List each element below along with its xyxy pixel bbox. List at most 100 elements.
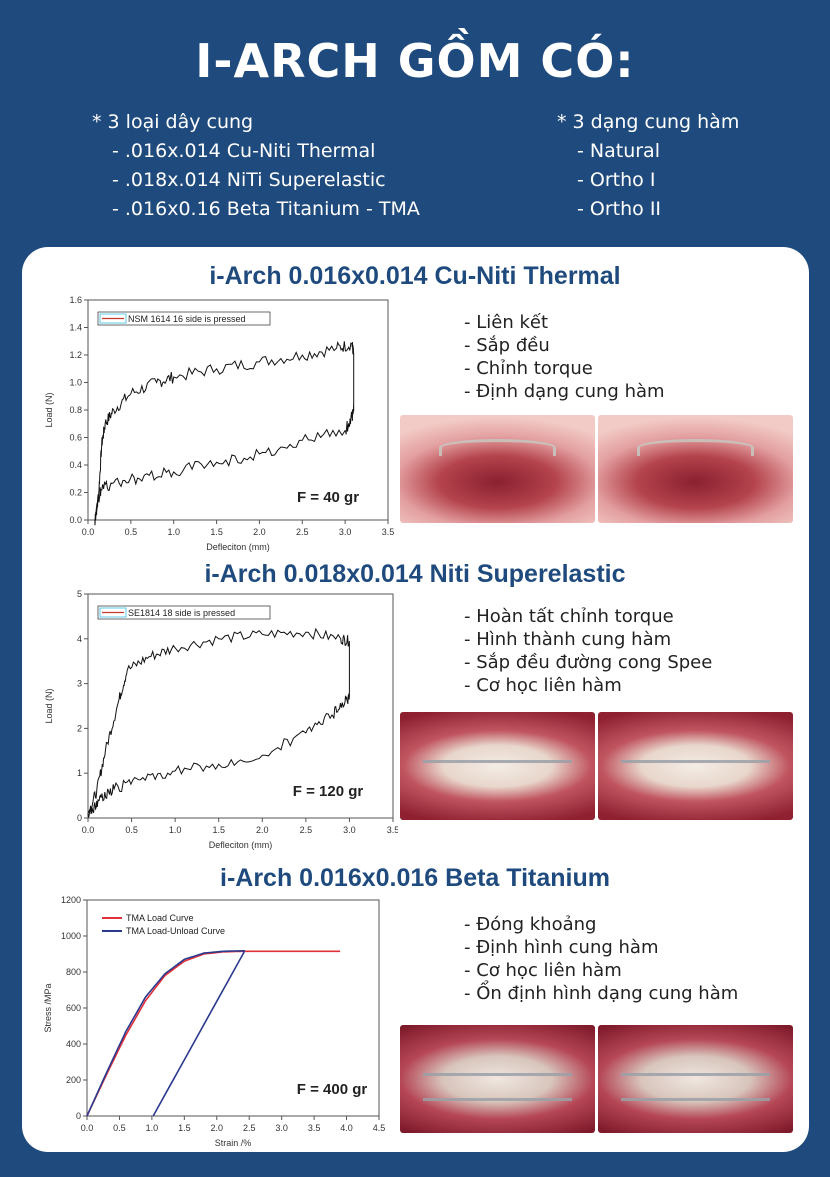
list-item: - Cơ học liên hàm (464, 675, 622, 696)
list-item: - Sắp đều (464, 335, 550, 356)
legend-swatch (99, 607, 127, 618)
series-line (94, 340, 355, 526)
section-bullets-cu-niti: - Liên kết - Sắp đều - Chỉnh torque - Đị… (464, 311, 665, 403)
list-item: - Hình thành cung hàm (464, 629, 672, 650)
list-item: - Định hình cung hàm (464, 937, 659, 958)
wire-types-heading: * 3 loại dây cung (92, 111, 254, 133)
y-tick-label: 1.6 (69, 295, 82, 305)
x-tick-label: 3.0 (275, 1123, 288, 1133)
legend-swatch (99, 313, 127, 324)
x-tick-label: 0.0 (82, 527, 95, 537)
section-title-niti-superelastic: i-Arch 0.018x0.014 Niti Superelastic (204, 560, 626, 588)
plot-frame (87, 593, 394, 819)
y-tick-label: 1200 (61, 895, 81, 905)
series-line (87, 627, 350, 818)
x-tick-label: 2.5 (300, 825, 313, 835)
chart-niti-superelastic-load-deflection: 0.0 0.5 1.0 1.5 2.0 2.5 3.0 3.5 0 1 2 3 4 5 Defleciton… (44, 589, 398, 850)
x-axis-label: Defleciton (mm) (206, 542, 270, 552)
section-bullets-beta-titanium: - Đóng khoảng - Định hình cung hàm - Cơ … (464, 913, 738, 1005)
y-tick-label: 2 (77, 723, 82, 733)
list-item: - Hoàn tất chỉnh torque (464, 606, 674, 627)
x-tick-label: 2.5 (243, 1123, 256, 1133)
list-item: - Ổn định hình dạng cung hàm (464, 983, 739, 1004)
y-tick-label: 1.4 (69, 323, 82, 333)
section-title-cu-niti: i-Arch 0.016x0.014 Cu-Niti Thermal (209, 262, 621, 290)
y-tick-label: 0.0 (69, 515, 82, 525)
x-tick-label: 0.5 (125, 527, 138, 537)
y-tick-label: 3 (77, 679, 82, 689)
x-tick-label: 1.0 (169, 825, 182, 835)
y-tick-label: 800 (66, 967, 81, 977)
content-panel (22, 247, 809, 1152)
x-tick-label: 0.0 (81, 1123, 94, 1133)
y-tick-label: 1.2 (69, 350, 82, 360)
y-axis-label: Load (N) (44, 688, 54, 723)
list-item: - Định dạng cung hàm (464, 381, 665, 402)
x-tick-label: 0.5 (113, 1123, 126, 1133)
x-tick-label: 3.0 (339, 527, 352, 537)
x-tick-label: 1.5 (178, 1123, 191, 1133)
y-tick-label: 0 (76, 1111, 81, 1121)
x-tick-label: 0.5 (125, 825, 138, 835)
clinical-photo (598, 1025, 793, 1133)
y-tick-label: 200 (66, 1075, 81, 1085)
list-item: - Natural (577, 140, 660, 162)
x-tick-label: 1.5 (212, 825, 225, 835)
x-tick-label: 2.0 (256, 825, 269, 835)
clinical-photo (598, 415, 793, 523)
clinical-photo (400, 1025, 595, 1133)
legend-label: SE1814 18 side is pressed (128, 608, 235, 618)
series-line (86, 949, 245, 1117)
chart-beta-titanium-stress-strain: 0.0 0.5 1.0 1.5 2.0 2.5 3.0 3.5 4.0 4.5 0 200 400 600… (43, 895, 386, 1148)
x-tick-label: 1.5 (210, 527, 223, 537)
list-item: - .016x.014 Cu-Niti Thermal (112, 140, 376, 162)
y-tick-label: 4 (77, 634, 82, 644)
list-item: - Sắp đều đường cong Spee (464, 652, 713, 673)
y-tick-label: 5 (77, 589, 82, 599)
arch-forms-heading: * 3 dạng cung hàm (557, 111, 740, 133)
x-tick-label: 2.0 (253, 527, 266, 537)
list-item: - Đóng khoảng (464, 914, 597, 935)
arch-forms-list: * 3 dạng cung hàm - Natural - Ortho I - … (557, 108, 739, 224)
legend-label: NSM 1614 16 side is pressed (128, 314, 246, 324)
list-item: - .018x.014 NiTi Superelastic (112, 169, 386, 191)
force-label: F = 120 gr (293, 783, 364, 800)
force-label: F = 40 gr (297, 489, 359, 506)
plot-frame (87, 299, 389, 521)
page-title: I-ARCH GỒM CÓ: (195, 34, 635, 88)
y-tick-label: 0.4 (69, 460, 82, 470)
y-axis-label: Load (N) (44, 392, 54, 427)
legend-label: TMA Load Curve (126, 913, 194, 923)
y-tick-label: 600 (66, 1003, 81, 1013)
list-item: - .016x0.16 Beta Titanium - TMA (112, 198, 420, 220)
x-tick-label: 2.0 (211, 1123, 224, 1133)
section-bullets-niti-superelastic: - Hoàn tất chỉnh torque - Hình thành cun… (464, 605, 712, 697)
y-tick-label: 0 (77, 813, 82, 823)
x-tick-label: 2.5 (296, 527, 309, 537)
y-tick-label: 0.6 (69, 433, 82, 443)
legend-box (97, 311, 271, 326)
x-tick-label: 3.5 (382, 527, 395, 537)
legend-label: TMA Load-Unload Curve (126, 926, 225, 936)
x-tick-label: 4.5 (373, 1123, 386, 1133)
section-title-beta-titanium: i-Arch 0.016x0.016 Beta Titanium (220, 864, 610, 892)
x-axis-label: Strain /% (215, 1138, 252, 1148)
force-label: F = 400 gr (297, 1081, 368, 1098)
y-tick-label: 0.2 (69, 488, 82, 498)
list-item: - Ortho II (577, 198, 662, 220)
x-tick-label: 3.5 (387, 825, 398, 835)
series-line (86, 950, 341, 1117)
x-tick-label: 1.0 (146, 1123, 159, 1133)
y-tick-label: 0.8 (69, 405, 82, 415)
x-tick-label: 4.0 (340, 1123, 353, 1133)
wire-types-list: * 3 loại dây cung - .016x.014 Cu-Niti Th… (92, 108, 420, 224)
clinical-photo (400, 415, 595, 523)
y-tick-label: 1 (77, 768, 82, 778)
y-axis-label: Stress /MPa (43, 983, 53, 1032)
list-item: - Liên kết (464, 312, 549, 333)
x-tick-label: 3.5 (308, 1123, 321, 1133)
y-tick-label: 400 (66, 1039, 81, 1049)
y-tick-label: 1000 (61, 931, 81, 941)
x-tick-label: 3.0 (343, 825, 356, 835)
x-tick-label: 0.0 (82, 825, 95, 835)
